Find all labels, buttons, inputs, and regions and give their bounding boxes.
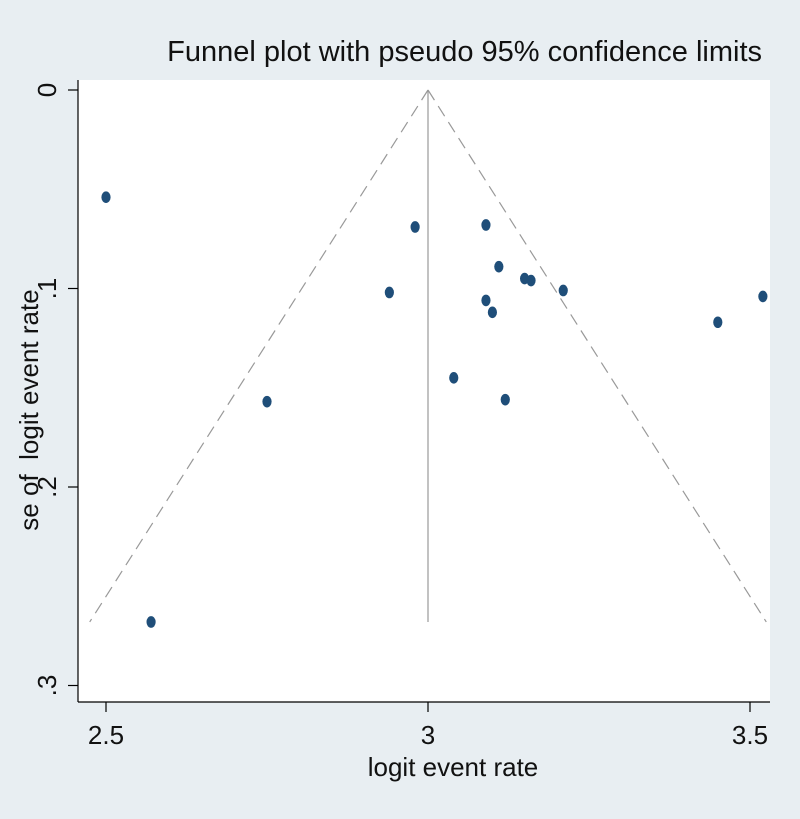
- y-tick-label: .2: [32, 476, 62, 498]
- data-point: [500, 393, 510, 406]
- x-tick-label: 3: [421, 720, 435, 750]
- x-tick-label: 3.5: [732, 720, 768, 750]
- data-point: [101, 191, 111, 203]
- data-point: [713, 316, 723, 329]
- data-point: [410, 221, 420, 233]
- lower-ci-line: [89, 89, 429, 623]
- x-axis-label: logit event rate: [368, 752, 539, 782]
- data-point: [494, 260, 504, 273]
- plot-area: [78, 80, 770, 702]
- y-axis-label: se of logit event rate: [14, 289, 44, 530]
- data-point: [758, 290, 768, 303]
- data-point: [146, 616, 156, 628]
- chart-title: Funnel plot with pseudo 95% confidence l…: [167, 36, 762, 68]
- data-point: [558, 284, 568, 297]
- axes-layer: 2.5 3 3.5 0 .1 .2 .3: [32, 80, 770, 750]
- data-points-layer: [101, 191, 768, 628]
- funnel-layer: [89, 89, 767, 623]
- data-point: [262, 395, 272, 408]
- data-point: [449, 372, 459, 384]
- data-point: [481, 294, 491, 307]
- data-point: [384, 286, 394, 299]
- x-tick-label: 2.5: [88, 720, 124, 750]
- y-tick-label: .3: [32, 675, 62, 697]
- y-tick-label: .1: [32, 278, 62, 300]
- y-tick-label: 0: [32, 83, 62, 97]
- data-point: [481, 219, 491, 231]
- upper-ci-line: [427, 89, 767, 623]
- data-point: [487, 306, 497, 319]
- data-point: [526, 274, 536, 287]
